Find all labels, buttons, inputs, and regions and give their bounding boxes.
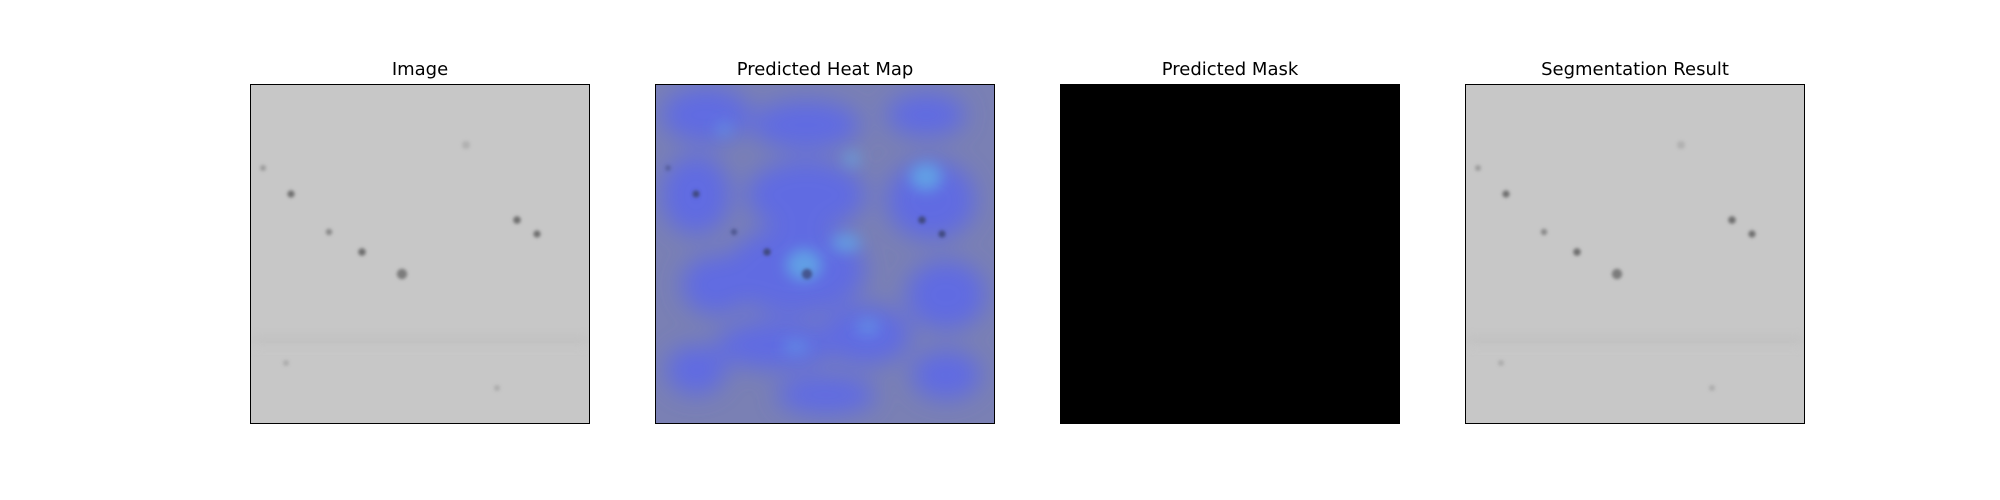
panel-mask: Predicted Mask bbox=[1060, 57, 1400, 424]
panel-title: Segmentation Result bbox=[1541, 59, 1729, 80]
panel-image: Image bbox=[250, 57, 590, 424]
panel-title: Predicted Heat Map bbox=[736, 59, 914, 80]
panel-title: Image bbox=[391, 59, 449, 80]
mask-picture bbox=[1061, 85, 1399, 423]
input-image bbox=[250, 84, 590, 424]
heatmap-picture bbox=[656, 85, 994, 423]
segmentation-image bbox=[1465, 84, 1805, 424]
segmentation-picture bbox=[1466, 85, 1804, 423]
panel-segmentation: Segmentation Result bbox=[1465, 57, 1805, 424]
heatmap-image bbox=[655, 84, 995, 424]
mask-image bbox=[1060, 84, 1400, 424]
input-image-picture bbox=[251, 85, 589, 423]
panel-title: Predicted Mask bbox=[1161, 59, 1299, 80]
panel-heatmap: Predicted Heat Map bbox=[655, 57, 995, 424]
